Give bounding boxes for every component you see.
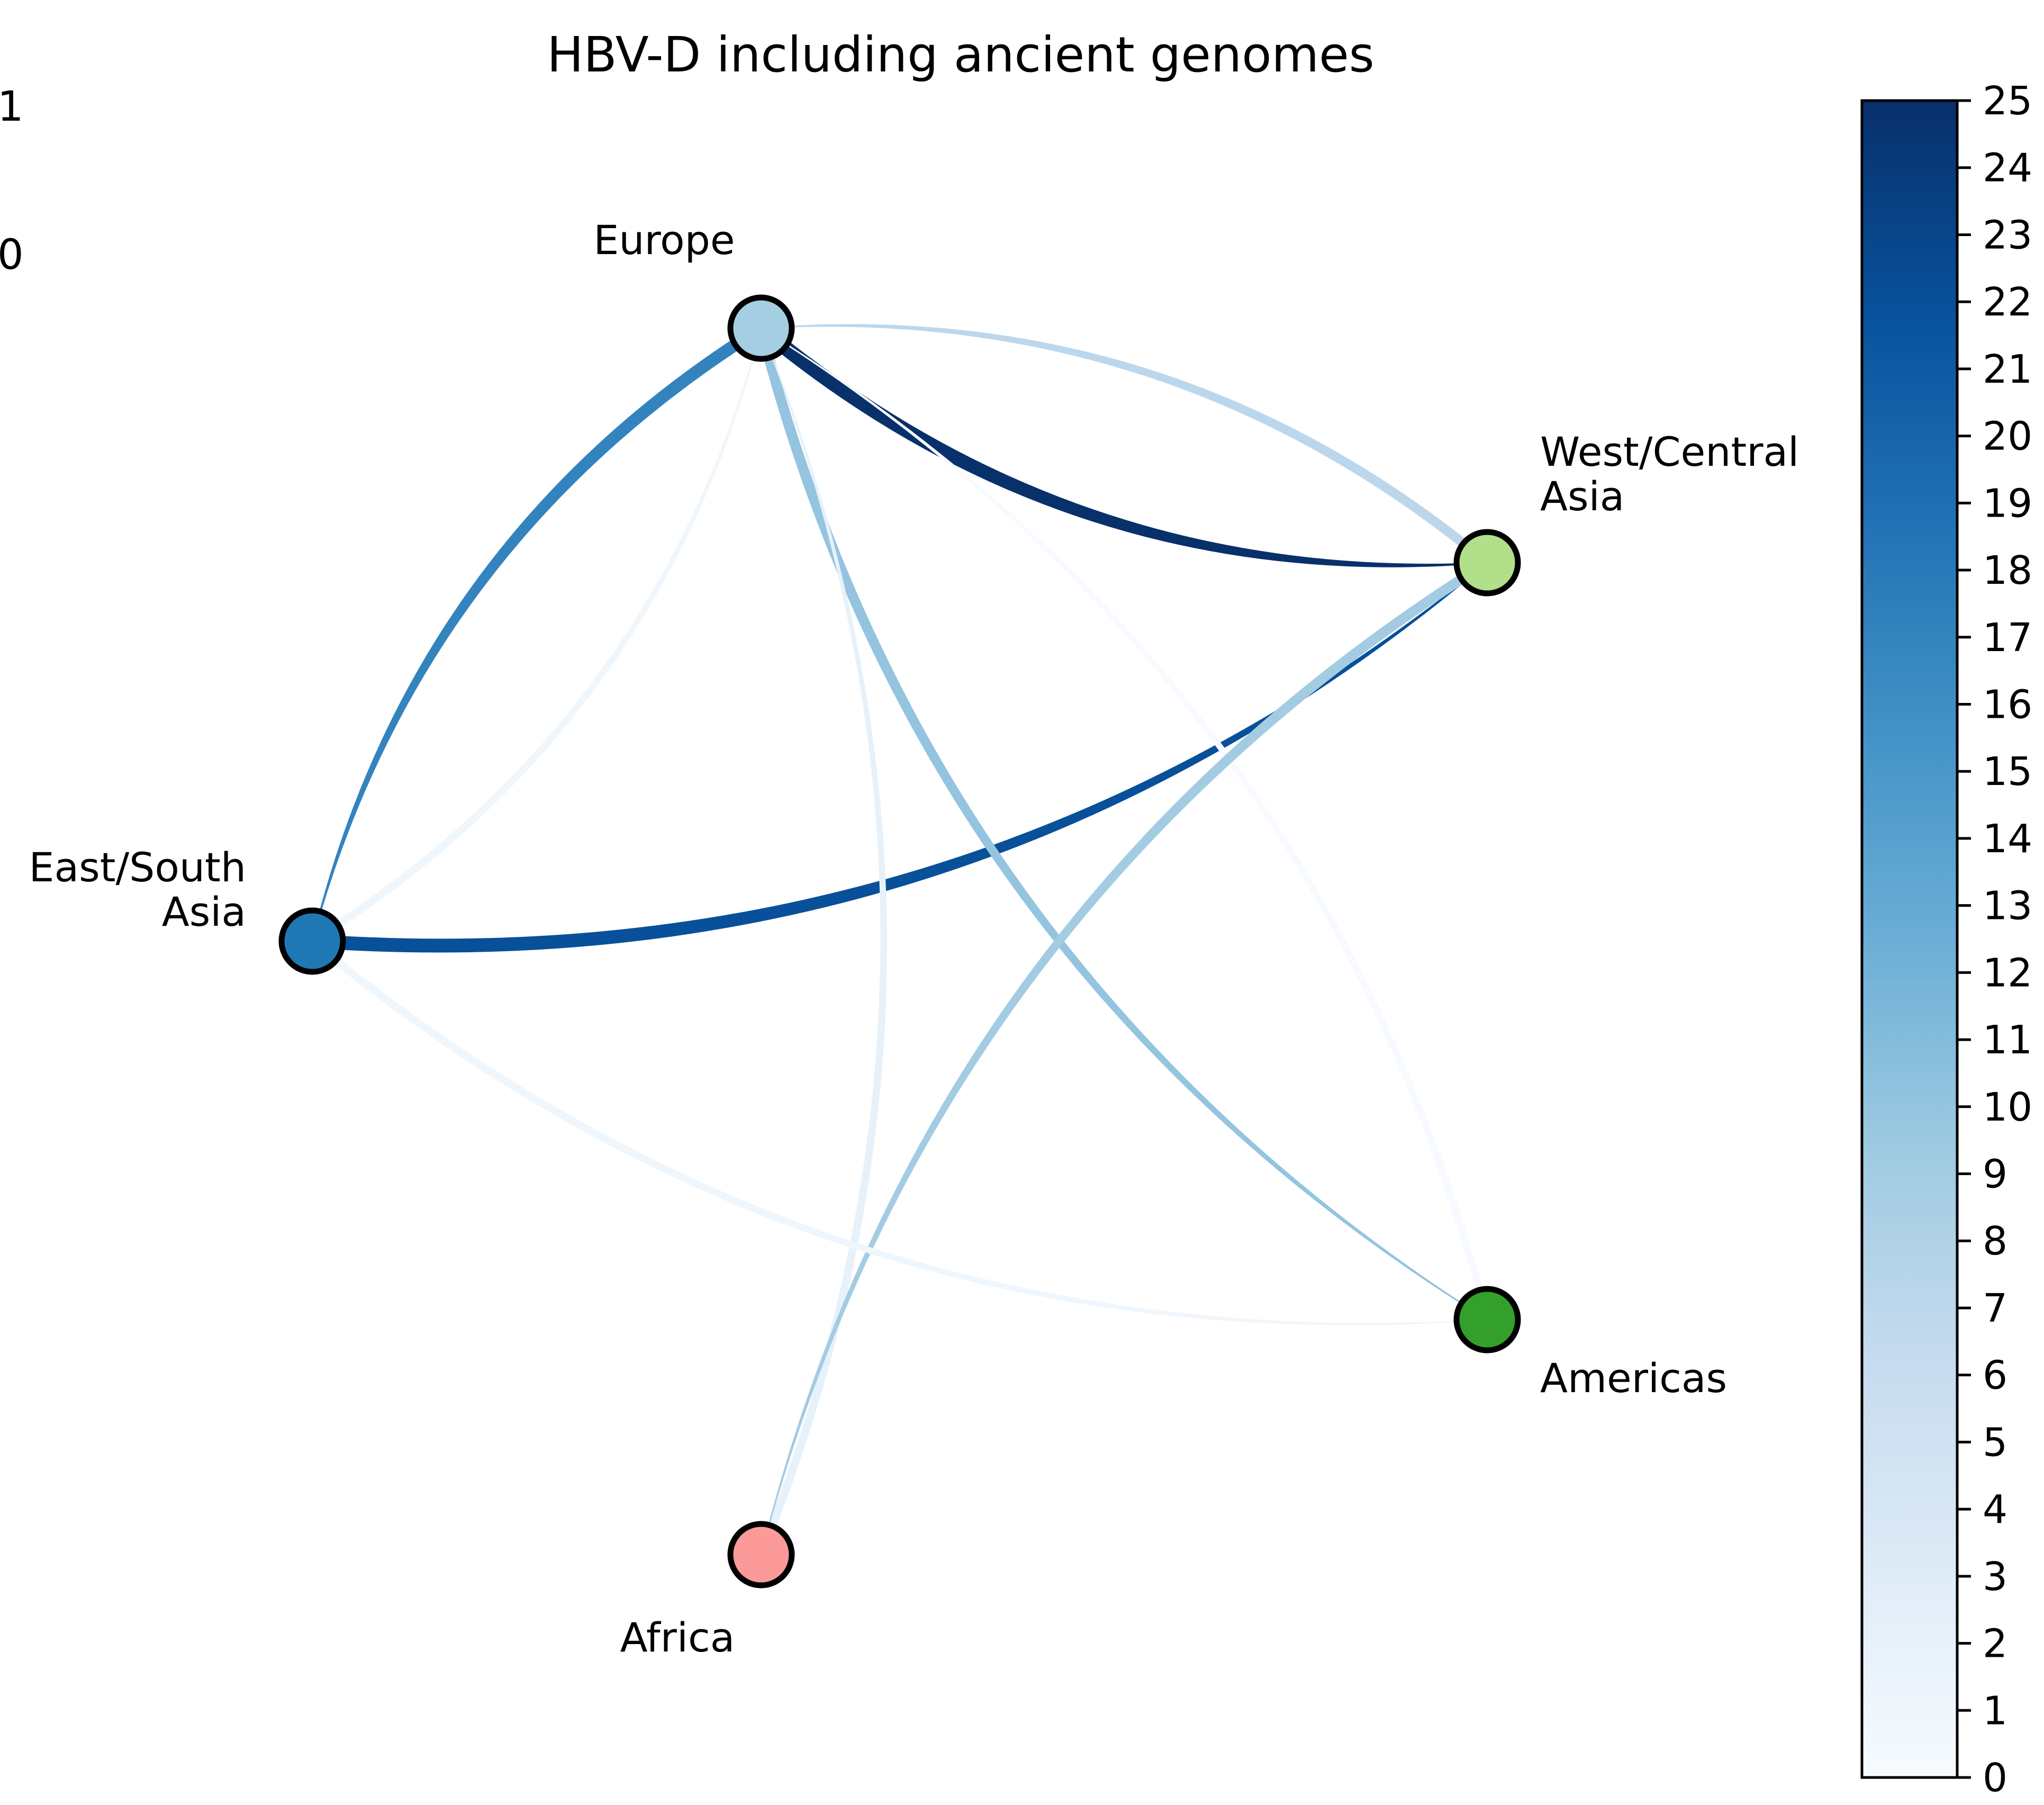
colorbar-tick-label-6: 6: [1983, 1353, 2007, 1398]
edge-east_south_asia-to-west_central_asia: [312, 562, 1488, 953]
colorbar-tick-label-24: 24: [1983, 146, 2032, 191]
nodes-layer: Europe West/Central Asia East/South Asia Amer…: [29, 216, 1799, 1661]
colorbar-ticks: 0123456789101112131415161718192021222324…: [1957, 78, 2032, 1801]
node-east-south-asia: [278, 907, 346, 975]
node-label-west-central-asia: West/Central Asia: [1540, 428, 1799, 520]
colorbar-tick-label-1: 1: [1983, 1688, 2007, 1734]
edge-africa-to-europe: [757, 328, 887, 1556]
node-west-central-asia: [1453, 529, 1521, 597]
legend-fragment-0: 0: [0, 231, 24, 279]
colorbar-tick-label-23: 23: [1983, 212, 2032, 258]
colorbar-tick-label-18: 18: [1983, 548, 2032, 593]
colorbar-tick-label-8: 8: [1983, 1219, 2007, 1264]
colorbar-tick-label-10: 10: [1983, 1085, 2032, 1130]
node-americas: [1453, 1286, 1521, 1353]
node-label-europe: Europe: [593, 216, 735, 264]
edge-americas-to-europe: [761, 328, 1491, 1321]
colorbar-tick-label-22: 22: [1983, 279, 2032, 325]
colorbar-tick-label-25: 25: [1983, 78, 2032, 124]
edge-east_south_asia-to-americas: [310, 938, 1488, 1325]
colorbar-tick-label-5: 5: [1983, 1420, 2007, 1465]
node-europe: [727, 294, 795, 362]
colorbar-tick-label-0: 0: [1983, 1755, 2007, 1801]
node-label-east-south-asia: East/South Asia: [29, 844, 246, 935]
colorbar-tick-label-11: 11: [1983, 1017, 2032, 1063]
colorbar-tick-label-7: 7: [1983, 1286, 2007, 1331]
edge-west_central_asia-to-africa: [761, 558, 1490, 1555]
colorbar-tick-label-14: 14: [1983, 816, 2032, 862]
colorbar: 0123456789101112131415161718192021222324…: [1860, 78, 2032, 1801]
colorbar-tick-label-16: 16: [1983, 682, 2032, 727]
colorbar-gradient: [1860, 99, 1959, 1779]
edges-layer: [310, 322, 1491, 1556]
edge-east_south_asia-to-europe: [310, 328, 762, 945]
colorbar-tick-label-21: 21: [1983, 347, 2032, 392]
colorbar-tick-label-17: 17: [1983, 615, 2032, 661]
colorbar-tick-label-4: 4: [1983, 1487, 2007, 1532]
edge-europe-to-east_south_asia: [312, 323, 765, 942]
colorbar-tick-label-3: 3: [1983, 1554, 2007, 1600]
node-label-americas: Americas: [1540, 1355, 1727, 1402]
colorbar-tick-label-12: 12: [1983, 950, 2032, 996]
diagram-title: HBV-D including ancient genomes: [547, 26, 1374, 83]
node-africa: [727, 1521, 795, 1589]
legend-fragment-1: 1: [0, 83, 24, 131]
colorbar-tick-label-2: 2: [1983, 1621, 2007, 1667]
colorbar-tick-label-15: 15: [1983, 749, 2032, 795]
colorbar-tick-label-19: 19: [1983, 481, 2032, 526]
node-label-africa: Africa: [620, 1614, 735, 1661]
colorbar-tick-label-9: 9: [1983, 1152, 2007, 1197]
colorbar-tick-label-13: 13: [1983, 883, 2032, 929]
edge-europe-to-west_central_asia: [756, 322, 1488, 567]
colorbar-tick-label-20: 20: [1983, 414, 2032, 459]
